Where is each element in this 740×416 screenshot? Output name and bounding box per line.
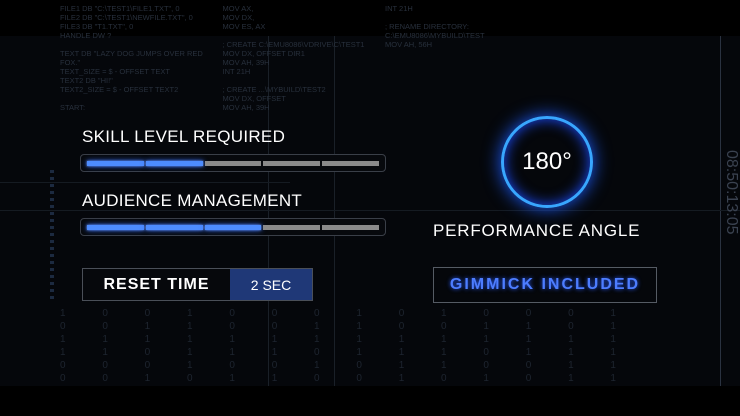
background-panel: [0, 36, 740, 386]
performance-angle-label: PERFORMANCE ANGLE: [433, 221, 641, 240]
skill-level-label: SKILL LEVEL REQUIRED: [82, 127, 286, 146]
audience-management-label: AUDIENCE MANAGEMENT: [82, 191, 303, 210]
grid-line: [720, 36, 721, 386]
binary-row: 1 1 0 1 1 1 0 1 1 1 0 1 1 1: [60, 347, 633, 358]
binary-row: 1 0 0 1 0 0 0 1 0 1 0 0 0 1: [60, 308, 633, 319]
meter-segment-empty: [263, 224, 321, 230]
grid-line: [0, 210, 740, 211]
grid-line: [0, 182, 290, 183]
binary-row: 1 1 1 1 1 1 1 1 1 1 1 1 1 1: [60, 334, 633, 345]
grid-line: [334, 36, 335, 386]
meter-segment-empty: [322, 224, 379, 230]
audience-management-bar: [80, 218, 386, 236]
grid-line: [268, 36, 269, 386]
binary-row: 0 0 0 1 0 0 1 0 1 1 0 0 1 1: [60, 360, 633, 371]
reset-time-value: 2 SEC: [230, 269, 312, 300]
meter-segment-empty: [204, 160, 262, 166]
meter-segment-filled: [145, 224, 203, 230]
meter-segment-filled: [87, 160, 144, 166]
binary-row: 0 0 1 0 1 1 0 0 1 0 1 0 1 1: [60, 373, 633, 384]
reset-time-label: RESET TIME: [83, 269, 230, 300]
gimmick-included-badge: GIMMICK INCLUDED: [433, 267, 657, 303]
meter-segment-filled: [204, 224, 262, 230]
meter-segment-empty: [322, 160, 379, 166]
meter-segment-filled: [87, 224, 144, 230]
angle-ring: 180°: [501, 116, 593, 208]
angle-value: 180°: [522, 148, 572, 175]
meter-segment-empty: [263, 160, 321, 166]
binary-row: 0 0 1 1 0 0 1 1 0 0 1 1 0 1: [60, 321, 633, 332]
reset-time-box: RESET TIME 2 SEC: [82, 268, 313, 301]
skill-level-bar: [80, 154, 386, 172]
code-listing: FILE1 DB "C:\TEST1\FILE1.TXT", 0 FILE2 D…: [60, 4, 485, 112]
timecode: 08:50:13:05: [723, 150, 740, 235]
meter-segment-filled: [145, 160, 203, 166]
led-strip: [50, 170, 54, 300]
